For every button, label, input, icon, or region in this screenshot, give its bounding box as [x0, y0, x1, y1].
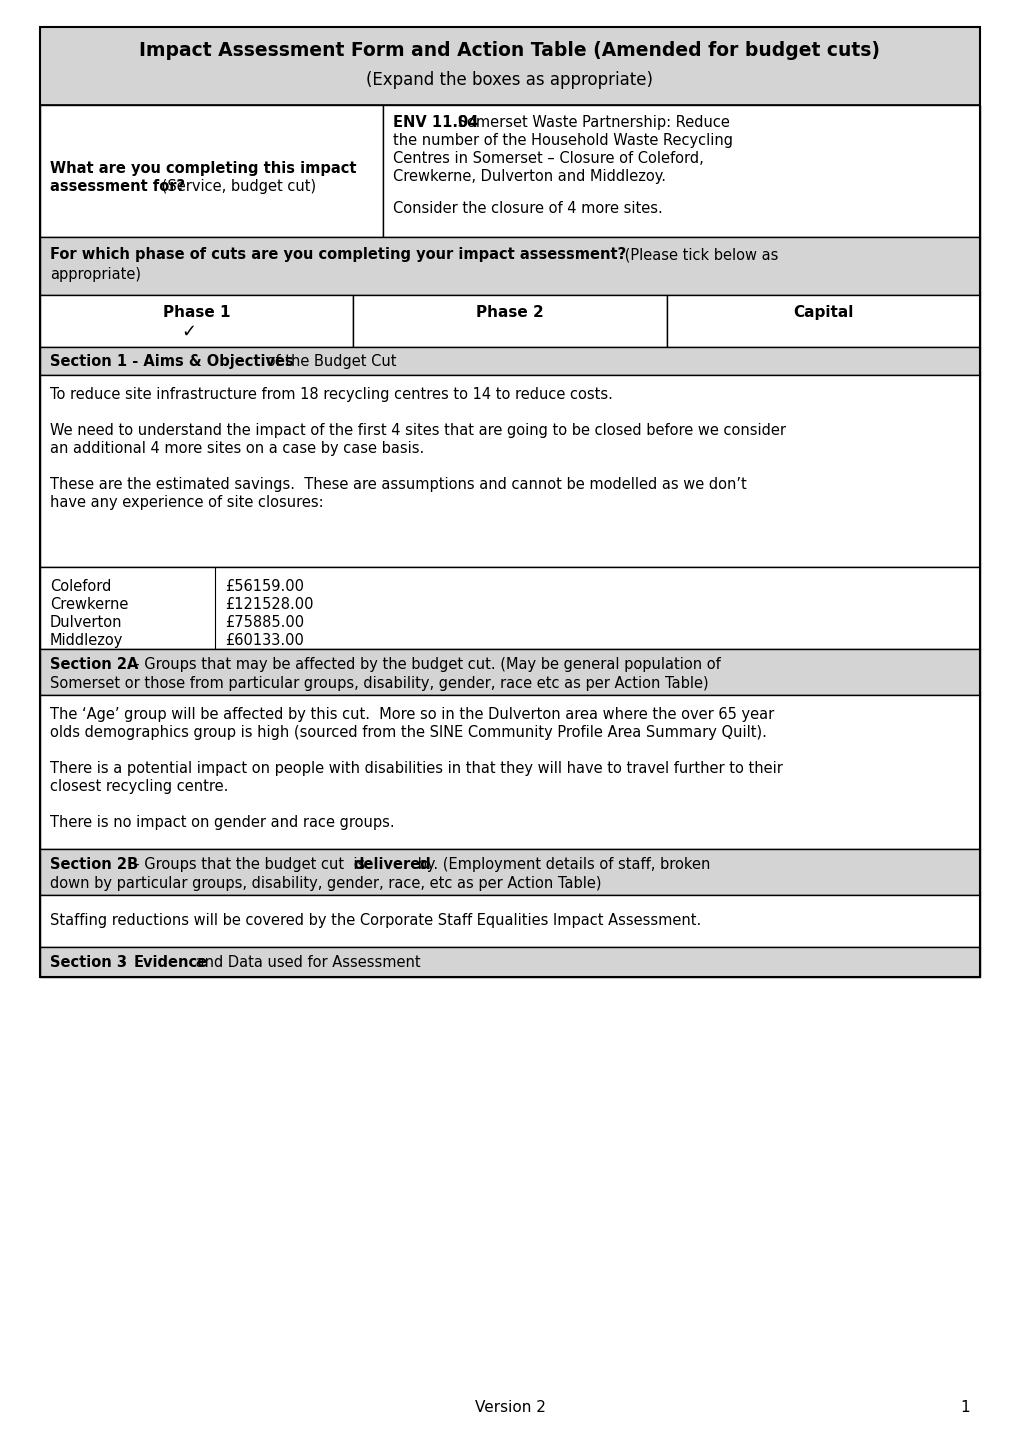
Text: For which phase of cuts are you completing your impact assessment?: For which phase of cuts are you completi… [50, 247, 626, 262]
Text: Capital: Capital [793, 306, 853, 320]
Text: There is no impact on gender and race groups.: There is no impact on gender and race gr… [50, 815, 394, 831]
Text: These are the estimated savings.  These are assumptions and cannot be modelled a: These are the estimated savings. These a… [50, 477, 746, 492]
Text: Dulverton: Dulverton [50, 614, 122, 630]
Text: Crewkerne, Dulverton and Middlezoy.: Crewkerne, Dulverton and Middlezoy. [392, 169, 665, 185]
Bar [382, 105, 979, 236]
Bar [40, 27, 979, 105]
Text: Phase 1: Phase 1 [163, 306, 230, 320]
Bar [40, 236, 979, 296]
Text: by. (Employment details of staff, broken: by. (Employment details of staff, broken [413, 857, 709, 872]
Text: closest recycling centre.: closest recycling centre. [50, 779, 228, 795]
Text: Section 2A: Section 2A [50, 658, 139, 672]
Text: - Groups that may be affected by the budget cut. (May be general population of: - Groups that may be affected by the bud… [125, 658, 720, 672]
Bar [40, 296, 353, 348]
Text: (Please tick below as: (Please tick below as [620, 247, 777, 262]
Bar [40, 375, 979, 567]
Text: (Expand the boxes as appropriate): (Expand the boxes as appropriate) [366, 71, 653, 89]
Text: Section 1 - Aims & Objectives: Section 1 - Aims & Objectives [50, 353, 293, 369]
Bar [40, 895, 979, 947]
Text: The ‘Age’ group will be affected by this cut.  More so in the Dulverton area whe: The ‘Age’ group will be affected by this… [50, 707, 773, 722]
Text: ✓: ✓ [181, 323, 196, 340]
Text: Section 3: Section 3 [50, 955, 127, 970]
Bar [40, 348, 979, 375]
Text: Version 2: Version 2 [474, 1400, 545, 1415]
Text: Centres in Somerset – Closure of Coleford,: Centres in Somerset – Closure of Colefor… [392, 151, 703, 166]
Text: Coleford: Coleford [50, 580, 111, 594]
Bar [40, 567, 979, 649]
Text: - Groups that the budget cut  is: - Groups that the budget cut is [125, 857, 370, 872]
Text: To reduce site infrastructure from 18 recycling centres to 14 to reduce costs.: To reduce site infrastructure from 18 re… [50, 386, 612, 402]
Text: There is a potential impact on people with disabilities in that they will have t: There is a potential impact on people wi… [50, 761, 783, 776]
Bar [40, 695, 979, 849]
Bar [40, 947, 979, 978]
Text: have any experience of site closures:: have any experience of site closures: [50, 495, 323, 510]
Text: Somerset or those from particular groups, disability, gender, race etc as per Ac: Somerset or those from particular groups… [50, 676, 708, 691]
Text: £75885.00: £75885.00 [225, 614, 304, 630]
Text: ENV 11.04: ENV 11.04 [392, 115, 478, 130]
Bar [40, 105, 382, 236]
Bar [40, 649, 979, 695]
Text: Staffing reductions will be covered by the Corporate Staff Equalities Impact Ass: Staffing reductions will be covered by t… [50, 913, 701, 929]
Bar [40, 849, 979, 895]
Text: (Service, budget cut): (Service, budget cut) [157, 179, 316, 195]
Text: down by particular groups, disability, gender, race, etc as per Action Table): down by particular groups, disability, g… [50, 875, 601, 891]
Text: Section 2B: Section 2B [50, 857, 138, 872]
Text: Middlezoy: Middlezoy [50, 633, 123, 647]
Text: appropriate): appropriate) [50, 267, 141, 283]
Text: Somerset Waste Partnership: Reduce: Somerset Waste Partnership: Reduce [452, 115, 730, 130]
Bar [353, 296, 666, 348]
Text: Impact Assessment Form and Action Table (Amended for budget cuts): Impact Assessment Form and Action Table … [140, 40, 879, 61]
Text: What are you completing this impact: What are you completing this impact [50, 162, 357, 176]
Text: Consider the closure of 4 more sites.: Consider the closure of 4 more sites. [392, 200, 662, 216]
Text: and Data used for Assessment: and Data used for Assessment [191, 955, 420, 970]
Text: £121528.00: £121528.00 [225, 597, 313, 611]
Text: olds demographics group is high (sourced from the SINE Community Profile Area Su: olds demographics group is high (sourced… [50, 725, 766, 740]
Text: assessment for?: assessment for? [50, 179, 184, 195]
Text: £60133.00: £60133.00 [225, 633, 304, 647]
Text: £56159.00: £56159.00 [225, 580, 304, 594]
Text: of the Budget Cut: of the Budget Cut [262, 353, 396, 369]
Bar [666, 296, 979, 348]
Text: We need to understand the impact of the first 4 sites that are going to be close: We need to understand the impact of the … [50, 423, 786, 438]
Text: 1: 1 [959, 1400, 969, 1415]
Text: the number of the Household Waste Recycling: the number of the Household Waste Recycl… [392, 133, 733, 149]
Text: -: - [116, 955, 130, 970]
Bar [40, 27, 979, 978]
Text: an additional 4 more sites on a case by case basis.: an additional 4 more sites on a case by … [50, 441, 424, 456]
Text: Crewkerne: Crewkerne [50, 597, 128, 611]
Text: Phase 2: Phase 2 [476, 306, 543, 320]
Text: delivered: delivered [353, 857, 430, 872]
Text: Evidence: Evidence [133, 955, 208, 970]
